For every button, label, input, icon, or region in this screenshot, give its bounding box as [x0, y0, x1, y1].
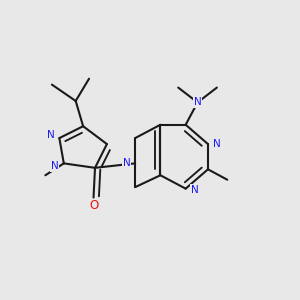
Text: N: N: [191, 185, 199, 195]
Text: N: N: [51, 161, 59, 171]
Text: N: N: [194, 98, 201, 107]
Text: N: N: [46, 130, 54, 140]
Text: N: N: [123, 158, 131, 168]
Text: N: N: [213, 139, 221, 149]
Text: O: O: [89, 200, 98, 212]
